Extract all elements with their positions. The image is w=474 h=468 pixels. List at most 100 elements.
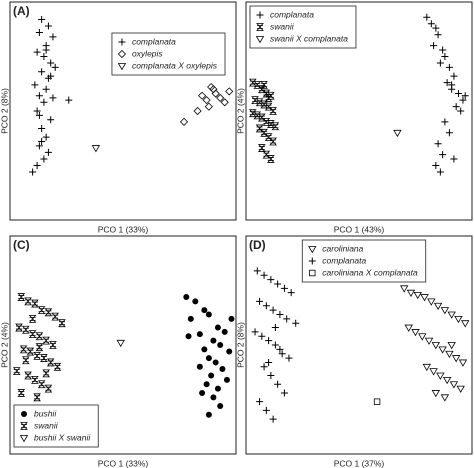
data-point	[458, 359, 468, 367]
data-point	[423, 13, 431, 21]
legend-marker	[256, 11, 264, 19]
data-point	[49, 341, 57, 349]
data-point	[418, 333, 427, 341]
data-point	[30, 299, 39, 308]
data-point	[292, 319, 300, 327]
data-point	[431, 342, 441, 350]
data-point	[185, 333, 192, 340]
data-point	[445, 129, 453, 137]
data-point	[443, 79, 451, 87]
data-point	[427, 20, 435, 28]
data-point	[35, 111, 43, 119]
data-point	[264, 94, 273, 102]
data-point	[49, 94, 57, 102]
data-point	[265, 358, 273, 366]
legend-marker	[308, 246, 317, 254]
plot-frame	[9, 235, 237, 455]
legend-label: bushii	[34, 408, 57, 418]
data-point	[256, 398, 264, 406]
data-point	[436, 168, 444, 176]
data-point	[17, 389, 26, 397]
data-point	[457, 107, 465, 115]
data-point	[204, 102, 213, 111]
data-point	[260, 80, 268, 89]
data-point	[260, 271, 268, 279]
legend-box	[249, 5, 357, 49]
data-point	[280, 284, 288, 292]
legend-marker	[255, 36, 265, 44]
data-point	[24, 371, 32, 380]
data-point	[42, 46, 50, 54]
data-point	[436, 372, 445, 380]
data-point	[269, 415, 277, 423]
data-point	[256, 297, 264, 305]
data-point	[220, 98, 229, 107]
data-point	[40, 53, 48, 60]
data-point	[441, 53, 449, 60]
data-point	[440, 394, 450, 402]
panel: (C)PCO 1 (33%)PCO 2 (4%)bushiiswaniibush…	[0, 235, 237, 468]
y-axis-label: PCO 2 (8%)	[0, 88, 9, 134]
data-point	[447, 311, 456, 319]
legend-marker	[117, 49, 127, 59]
data-point	[196, 363, 203, 370]
data-point	[51, 63, 59, 71]
data-point	[432, 24, 440, 32]
data-point	[287, 289, 295, 297]
data-point	[447, 342, 456, 350]
panel: (B)PCO 1 (43%)PCO 2 (4%)complanataswanii…	[235, 1, 473, 234]
legend-marker	[118, 38, 126, 46]
data-point	[283, 315, 291, 323]
data-point	[404, 324, 413, 332]
data-point	[205, 311, 212, 318]
data-point	[42, 336, 51, 345]
legend-box	[111, 32, 226, 76]
data-point	[33, 393, 41, 402]
data-point	[47, 116, 55, 124]
data-point	[33, 352, 41, 360]
data-point	[434, 31, 442, 39]
data-point	[199, 389, 206, 396]
data-point	[274, 380, 282, 388]
data-point	[223, 376, 230, 383]
data-point	[42, 133, 50, 141]
legend-label: complanata	[132, 36, 176, 46]
data-point	[38, 68, 46, 76]
data-point	[262, 302, 270, 310]
data-point	[33, 107, 41, 115]
data-point	[46, 358, 55, 367]
data-point	[44, 384, 53, 393]
data-point	[441, 118, 449, 126]
data-point	[15, 323, 23, 332]
data-point	[40, 98, 48, 106]
data-point	[456, 385, 465, 393]
data-point	[265, 337, 273, 345]
legend-label: bushii X swanii	[34, 432, 91, 442]
data-point	[40, 354, 48, 362]
data-point	[198, 91, 207, 100]
data-point	[217, 403, 224, 410]
data-point	[445, 63, 453, 71]
data-point	[216, 93, 225, 102]
data-point	[38, 15, 46, 23]
legend-marker	[19, 435, 29, 443]
data-point	[17, 293, 26, 301]
data-point	[47, 72, 55, 80]
data-point	[262, 118, 271, 126]
data-point	[262, 150, 271, 159]
data-point	[438, 346, 447, 354]
data-point	[262, 89, 271, 98]
legend-label: caroliniana	[322, 243, 363, 253]
data-point	[248, 78, 257, 87]
legend-label: complanata	[322, 255, 366, 265]
data-point	[38, 124, 46, 132]
data-point	[35, 332, 44, 341]
data-point	[411, 329, 420, 337]
data-point	[452, 103, 460, 111]
data-point	[187, 315, 194, 322]
panel-letter: (D)	[249, 238, 266, 252]
data-point	[12, 367, 21, 376]
data-point	[269, 107, 277, 115]
x-axis-label: PCO 1 (37%)	[334, 458, 385, 468]
